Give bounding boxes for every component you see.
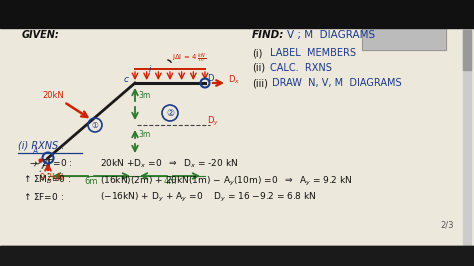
Text: (i): (i) xyxy=(252,48,263,58)
Text: D$_x$: D$_x$ xyxy=(228,73,240,85)
Bar xyxy=(463,28,471,246)
Text: FIND:: FIND: xyxy=(252,30,284,40)
Text: j$\Delta$l = 4 $\frac{kN}{m}$: j$\Delta$l = 4 $\frac{kN}{m}$ xyxy=(172,51,206,65)
Text: LABEL  MEMBERS: LABEL MEMBERS xyxy=(270,48,356,58)
Text: (i) RXNS :: (i) RXNS : xyxy=(18,140,64,150)
Text: V ; M  DIAGRAMS: V ; M DIAGRAMS xyxy=(287,30,375,40)
Text: $\uparrow$$\Sigma$F=0 :: $\uparrow$$\Sigma$F=0 : xyxy=(22,191,64,202)
Text: i: i xyxy=(149,65,151,74)
Bar xyxy=(0,0,474,28)
Text: GIVEN:: GIVEN: xyxy=(22,30,60,40)
Text: (iii): (iii) xyxy=(252,78,268,88)
Text: $\uparrow$$\Sigma$M$_B$=0 :: $\uparrow$$\Sigma$M$_B$=0 : xyxy=(22,174,71,186)
Text: 20kN: 20kN xyxy=(42,91,64,100)
Bar xyxy=(463,30,471,70)
Bar xyxy=(362,28,446,50)
Text: ($-$16kN) + D$_y$ + A$_y$ =0    D$_y$ = 16 $-$9.2 = 6.8 kN: ($-$16kN) + D$_y$ + A$_y$ =0 D$_y$ = 16 … xyxy=(100,192,317,205)
Text: DRAW  N, V, M  DIAGRAMS: DRAW N, V, M DIAGRAMS xyxy=(272,78,401,88)
Text: 6m: 6m xyxy=(84,177,98,186)
Text: ②: ② xyxy=(166,109,174,118)
Text: (ii): (ii) xyxy=(252,63,265,73)
Bar xyxy=(362,28,446,50)
Text: c: c xyxy=(124,75,129,84)
Text: 4m: 4m xyxy=(164,177,177,186)
Bar xyxy=(0,246,474,266)
Text: A: A xyxy=(32,147,37,156)
Bar xyxy=(0,28,474,246)
Text: ①: ① xyxy=(91,120,99,130)
Text: D: D xyxy=(207,74,213,83)
Text: 3m: 3m xyxy=(138,130,150,139)
Text: D$_y$: D$_y$ xyxy=(207,114,219,127)
Text: 3m: 3m xyxy=(138,91,150,100)
Text: 20kN +D$_x$ =0  $\Rightarrow$  D$_x$ = -20 kN: 20kN +D$_x$ =0 $\Rightarrow$ D$_x$ = -20… xyxy=(100,157,238,169)
Bar xyxy=(0,246,474,266)
Text: CALC.  RXNS: CALC. RXNS xyxy=(270,63,332,73)
Text: $\rightarrow$ $\Sigma$F=0 :: $\rightarrow$ $\Sigma$F=0 : xyxy=(28,157,73,168)
Text: 9.2kN: 9.2kN xyxy=(40,173,64,182)
Text: 2/3: 2/3 xyxy=(440,221,454,230)
Text: (16kN)(2m) + 20kN(1m) $-$ A$_y$(10m) =0  $\Rightarrow$  A$_y$ = 9.2 kN: (16kN)(2m) + 20kN(1m) $-$ A$_y$(10m) =0 … xyxy=(100,174,353,188)
